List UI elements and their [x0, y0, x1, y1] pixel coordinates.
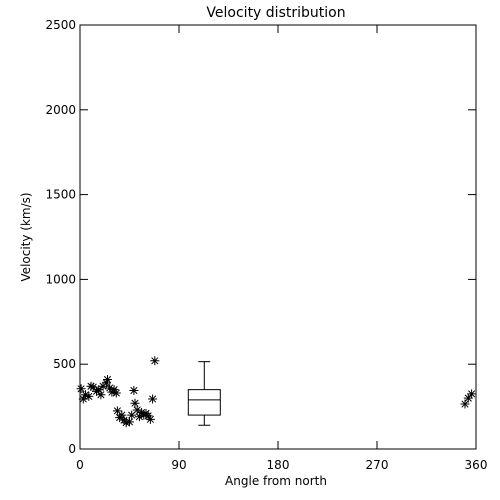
data-point [78, 394, 88, 404]
data-point [84, 391, 94, 401]
data-point [94, 385, 104, 395]
data-point [121, 418, 131, 428]
data-point [148, 394, 158, 404]
data-point [129, 385, 139, 395]
x-tick-label: 360 [465, 458, 488, 472]
y-axis-label: Velocity (km/s) [19, 192, 33, 281]
data-point [111, 388, 121, 398]
y-tick-label: 2000 [45, 103, 76, 117]
data-point [150, 356, 160, 366]
plot-frame [79, 24, 477, 450]
data-point [105, 383, 115, 393]
data-point [101, 378, 111, 388]
y-tick-label: 1000 [45, 272, 76, 286]
data-point [96, 390, 106, 400]
x-tick-label: 90 [171, 458, 186, 472]
data-points [76, 356, 477, 428]
data-point [130, 398, 140, 408]
data-point [86, 381, 96, 391]
data-point [132, 405, 142, 415]
boxplot [187, 361, 221, 426]
x-tick-label: 180 [267, 458, 290, 472]
data-point [88, 382, 98, 392]
data-point [76, 384, 86, 394]
y-tick-label: 1500 [45, 188, 76, 202]
data-point [109, 385, 119, 395]
axis-tick-labels: 0 90 180 270 360 0 500 1000 1500 2000 2500 [45, 18, 487, 472]
chart-title: Velocity distribution [206, 5, 345, 21]
data-point [127, 410, 137, 420]
data-point [460, 399, 470, 409]
data-point [143, 411, 153, 421]
data-point [98, 381, 108, 391]
data-point [112, 406, 122, 416]
x-axis-label: Angle from north [225, 474, 327, 488]
x-tick-label: 270 [366, 458, 389, 472]
boxplot-box [187, 389, 221, 416]
axis-ticks [79, 24, 477, 450]
y-tick-label: 500 [53, 357, 76, 371]
y-tick-label: 2500 [45, 18, 76, 32]
data-point [81, 390, 90, 400]
data-point [145, 414, 155, 424]
x-tick-label: 0 [76, 458, 84, 472]
data-point [117, 410, 127, 420]
data-point [125, 417, 134, 427]
data-point [467, 389, 477, 399]
data-point [463, 393, 473, 403]
data-point [134, 412, 144, 422]
y-tick-label: 0 [68, 442, 76, 456]
data-point [103, 374, 112, 384]
